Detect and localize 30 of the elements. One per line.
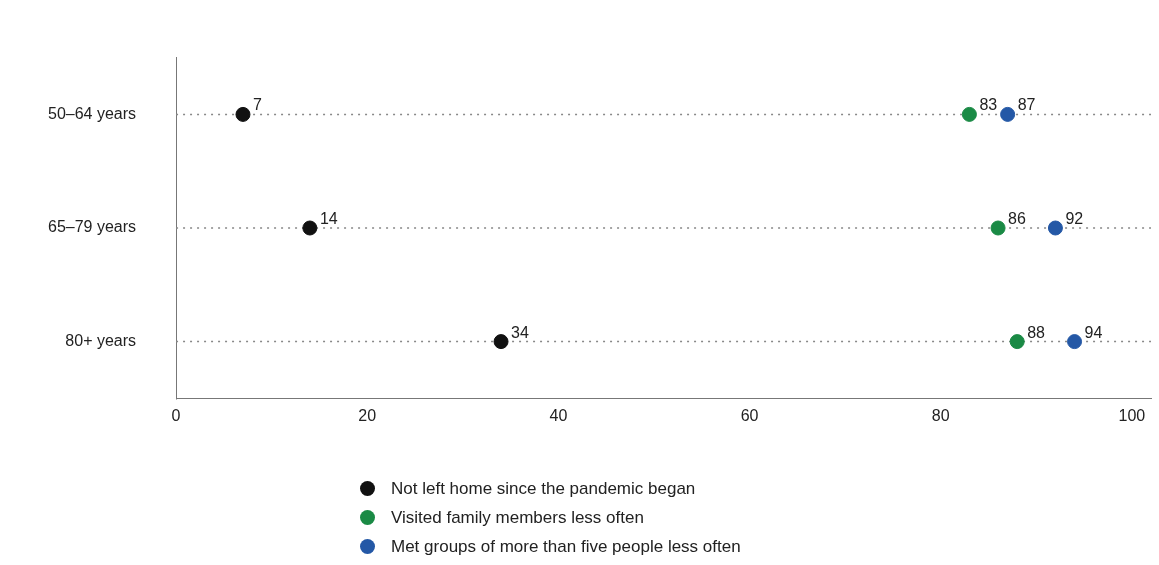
point — [493, 334, 509, 350]
data-label: 88 — [1027, 323, 1046, 341]
data-label: 83 — [979, 96, 998, 114]
legend-label: Met groups of more than five people less often — [391, 536, 741, 558]
data-label: 94 — [1084, 323, 1103, 341]
x-tick-label: 40 — [549, 407, 568, 425]
x-tick-label: 0 — [171, 407, 181, 425]
point — [1000, 106, 1016, 122]
point — [1047, 220, 1063, 236]
data-label: 7 — [252, 96, 262, 114]
x-tick-label: 60 — [740, 407, 759, 425]
data-label: 14 — [319, 210, 338, 227]
x-tick-label: 20 — [358, 407, 377, 425]
point — [961, 106, 977, 122]
point — [235, 106, 251, 122]
point — [1009, 334, 1025, 350]
data-label: 87 — [1017, 96, 1036, 114]
y-tick-label: 80+ years — [65, 332, 137, 350]
data-label: 34 — [511, 323, 529, 341]
data-label: 92 — [1065, 210, 1084, 227]
x-tick-label: 80 — [931, 407, 950, 425]
point — [1067, 334, 1083, 350]
x-tick-label: 100 — [1118, 407, 1146, 425]
point — [990, 220, 1006, 236]
data-label: 86 — [1008, 210, 1026, 227]
legend-label: Not left home since the pandemic began — [391, 478, 696, 500]
legend-label: Visited family members less often — [391, 507, 644, 529]
y-tick-label: 50–64 years — [48, 104, 137, 122]
y-tick-label: 65–79 years — [48, 218, 137, 236]
point — [302, 220, 318, 236]
